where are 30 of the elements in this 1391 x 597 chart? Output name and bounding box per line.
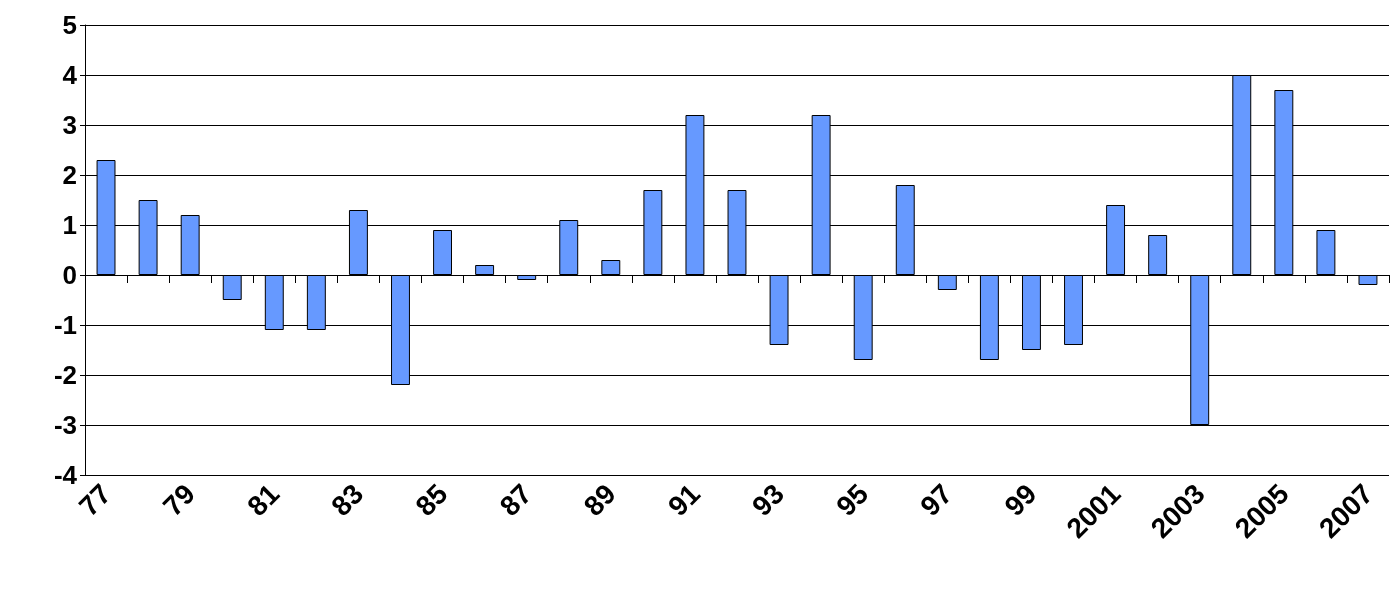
x-tick-label: 79	[157, 478, 202, 522]
bar	[1358, 275, 1378, 285]
y-tick-label: -2	[53, 360, 77, 390]
y-tick-label: -4	[53, 460, 78, 490]
bar	[222, 275, 242, 300]
bar	[601, 260, 621, 275]
x-tick-label: 99	[998, 478, 1043, 522]
x-tick-label: 87	[493, 478, 538, 522]
x-tick-label: 97	[914, 478, 959, 522]
bar	[433, 230, 453, 275]
bar	[517, 275, 537, 280]
bar	[475, 265, 495, 275]
x-tick-label: 93	[746, 478, 791, 522]
x-tick-label: 85	[409, 478, 454, 522]
bar	[1316, 230, 1336, 275]
x-tick-label: 81	[241, 478, 286, 522]
y-tick-label: 1	[62, 210, 77, 240]
y-tick-label: -1	[53, 310, 77, 340]
x-tick-label: 89	[577, 478, 622, 522]
y-tick-label: 3	[62, 110, 77, 140]
x-tick-label: 91	[661, 478, 706, 522]
y-tick-label: 0	[62, 260, 77, 290]
y-tick-label: 2	[62, 160, 77, 190]
bar	[1148, 235, 1168, 275]
x-tick-label: 95	[830, 478, 875, 522]
y-tick-label: 5	[62, 10, 77, 40]
x-tick-label: 83	[325, 478, 370, 522]
y-tick-label: 4	[62, 60, 78, 90]
bar	[937, 275, 957, 290]
y-tick-label: -3	[53, 410, 77, 440]
